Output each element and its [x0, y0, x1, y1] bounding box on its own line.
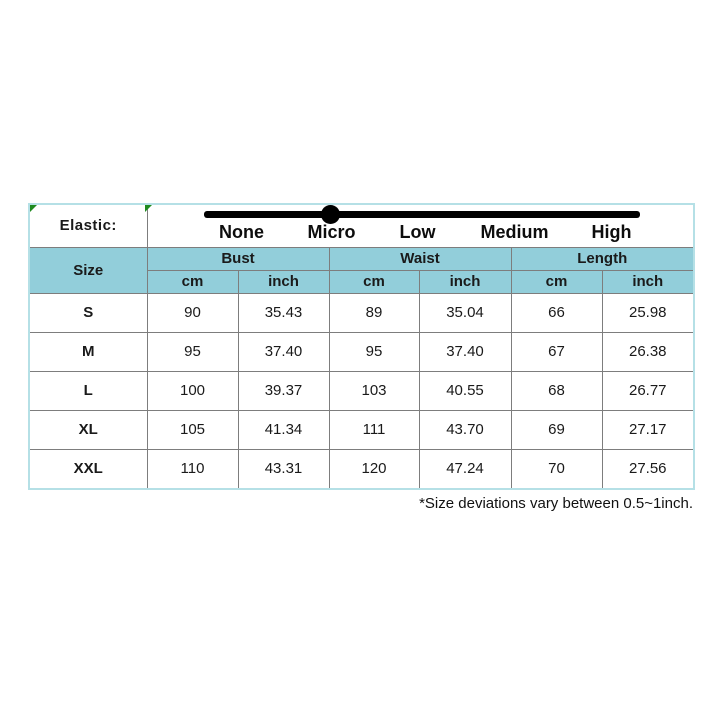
unit-header-bust-cm: cm: [146, 269, 239, 294]
elastic-level-low: Low: [399, 222, 436, 242]
value-cell: 110: [146, 448, 239, 489]
value-cell: 69: [510, 409, 603, 450]
value-cell: 111: [328, 409, 420, 450]
unit-header-waist-inch: inch: [418, 269, 512, 294]
value-cell: 103: [328, 370, 420, 411]
value-cell: 41.34: [237, 409, 330, 450]
size-label: XL: [29, 409, 148, 450]
size-label: XXL: [29, 448, 148, 489]
value-cell: 35.43: [237, 292, 330, 333]
size-column-header: Size: [29, 246, 148, 294]
group-header-length: Length: [510, 246, 694, 271]
table-row-xl: XL 105 41.34 111 43.70 69 27.17: [29, 409, 694, 450]
value-cell: 105: [146, 409, 239, 450]
value-cell: 100: [146, 370, 239, 411]
size-chart: Elastic: None Micro Low Medium High Size…: [28, 203, 695, 512]
group-header-waist: Waist: [328, 246, 512, 271]
value-cell: 43.31: [237, 448, 330, 489]
size-deviation-note: *Size deviations vary between 0.5~1inch.: [419, 495, 693, 512]
table-row-s: S 90 35.43 89 35.04 66 25.98: [29, 292, 694, 333]
size-label: M: [29, 331, 148, 372]
value-cell: 35.04: [418, 292, 512, 333]
value-cell: 40.55: [418, 370, 512, 411]
value-cell: 25.98: [601, 292, 694, 333]
value-cell: 47.24: [418, 448, 512, 489]
value-cell: 37.40: [418, 331, 512, 372]
unit-header-waist-cm: cm: [328, 269, 420, 294]
value-cell: 43.70: [418, 409, 512, 450]
value-cell: 26.38: [601, 331, 694, 372]
size-label: L: [29, 370, 148, 411]
size-label: S: [29, 292, 148, 333]
value-cell: 39.37: [237, 370, 330, 411]
size-table-frame: Elastic: None Micro Low Medium High Size…: [28, 203, 695, 490]
cell-corner-marker-icon: [145, 205, 152, 212]
value-cell: 68: [510, 370, 603, 411]
group-header-row: Size Bust Waist Length: [29, 246, 694, 294]
table-row-xxl: XXL 110 43.31 120 47.24 70 27.56: [29, 448, 694, 489]
table-row-l: L 100 39.37 103 40.55 68 26.77: [29, 370, 694, 411]
elastic-row: Elastic: None Micro Low Medium High: [29, 204, 694, 248]
unit-header-length-inch: inch: [601, 269, 694, 294]
value-cell: 95: [328, 331, 420, 372]
unit-header-row: cm inch cm inch cm inch: [30, 269, 694, 294]
elastic-level-high: High: [591, 222, 632, 242]
slider-thumb-icon: [320, 205, 340, 224]
elastic-level-micro: Micro: [307, 222, 356, 242]
table-row-m: M 95 37.40 95 37.40 67 26.38: [29, 331, 694, 372]
unit-header-length-cm: cm: [510, 269, 603, 294]
elastic-level-medium: Medium: [480, 222, 549, 242]
group-header-bust: Bust: [146, 246, 330, 271]
slider-track-icon: [203, 211, 640, 218]
cell-corner-marker-icon: [30, 205, 37, 212]
elastic-level-none: None: [219, 222, 264, 242]
elastic-slider: None Micro Low Medium High: [146, 204, 694, 248]
size-table: Elastic: None Micro Low Medium High Size…: [29, 204, 694, 489]
value-cell: 37.40: [237, 331, 330, 372]
value-cell: 89: [328, 292, 420, 333]
value-cell: 27.56: [601, 448, 694, 489]
elastic-label: Elastic:: [29, 204, 148, 248]
value-cell: 120: [328, 448, 420, 489]
value-cell: 95: [146, 331, 239, 372]
value-cell: 66: [510, 292, 603, 333]
value-cell: 90: [146, 292, 239, 333]
value-cell: 27.17: [601, 409, 694, 450]
value-cell: 70: [510, 448, 603, 489]
value-cell: 67: [510, 331, 603, 372]
unit-header-bust-inch: inch: [237, 269, 330, 294]
value-cell: 26.77: [601, 370, 694, 411]
